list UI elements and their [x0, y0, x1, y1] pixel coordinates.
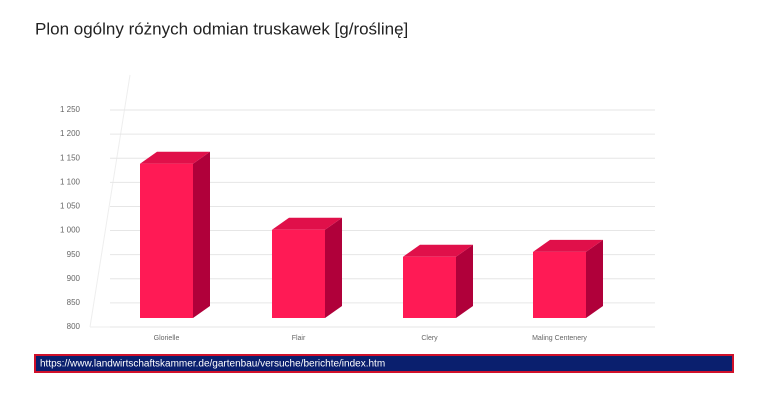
x-tick-label: Maling Centenery	[532, 335, 587, 342]
source-url: https://www.landwirtschaftskammer.de/gar…	[40, 359, 385, 370]
bar-top	[533, 239, 603, 252]
bar	[533, 251, 586, 318]
y-tick-label: 1 150	[60, 153, 81, 162]
y-tick-label: 1 050	[60, 202, 81, 211]
bar-top	[403, 244, 473, 257]
bar	[403, 256, 456, 318]
y-tick-label: 950	[67, 250, 81, 259]
bar	[140, 163, 193, 318]
y-tick-label: 1 000	[60, 226, 81, 235]
y-tick-label: 850	[67, 298, 81, 307]
bar-top	[272, 217, 342, 230]
x-tick-label: Clery	[421, 335, 438, 342]
y-tick-label: 1 200	[60, 129, 81, 138]
y-tick-label: 900	[67, 274, 81, 283]
bar-top	[140, 151, 210, 164]
axis-perspective	[89, 74, 131, 328]
y-tick-label: 1 100	[60, 177, 81, 186]
bar-side	[586, 239, 603, 318]
y-tick-label: 800	[67, 322, 81, 331]
x-tick-label: Flair	[292, 335, 306, 342]
bar-side	[193, 151, 210, 318]
bar	[272, 229, 325, 318]
x-tick-label: Glorielle	[154, 335, 180, 342]
bar-side	[456, 244, 473, 318]
chart-title: Plon ogólny różnych odmian truskawek [g/…	[35, 19, 408, 38]
bar-side	[325, 217, 342, 318]
source-bar	[34, 354, 734, 373]
y-tick-label: 1 250	[60, 105, 81, 114]
